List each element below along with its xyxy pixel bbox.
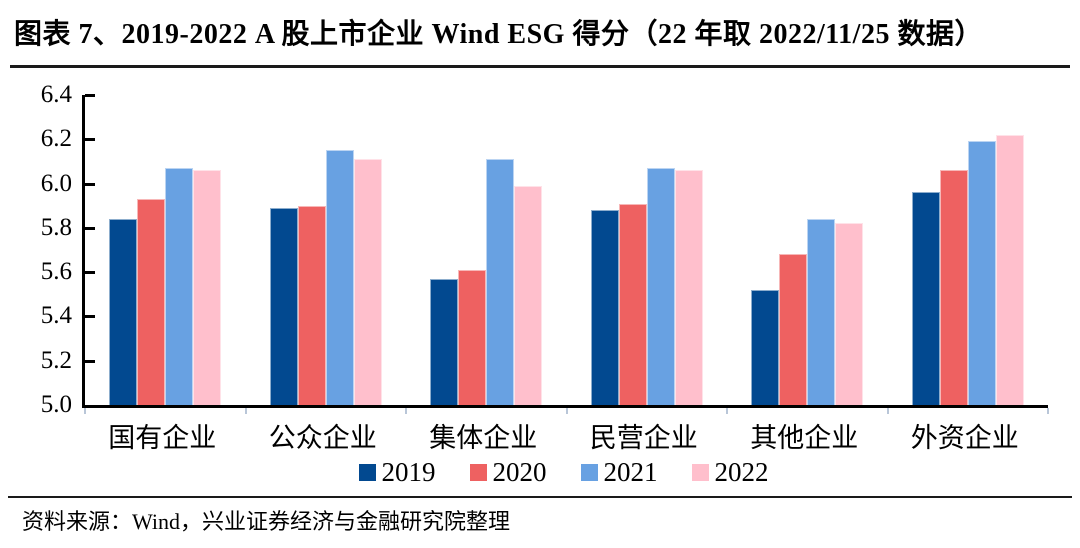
bar-2022-集体企业 <box>514 186 543 405</box>
source-text: 资料来源：Wind，兴业证券经济与金融研究院整理 <box>22 509 510 534</box>
bar-2020-民营企业 <box>618 204 647 405</box>
y-tick-label: 6.2 <box>40 125 72 153</box>
bar-2021-外资企业 <box>967 141 996 405</box>
bar-2021-国有企业 <box>165 168 194 405</box>
y-tick-label: 5.0 <box>40 391 72 418</box>
bar-2022-外资企业 <box>995 135 1024 405</box>
category-boundary-tick <box>84 408 86 414</box>
x-category-label: 外资企业 <box>910 423 1019 453</box>
legend-item-2021: 2021 <box>580 457 658 487</box>
category-boundary-tick <box>565 408 568 414</box>
bar-2021-其他企业 <box>807 219 836 405</box>
bar-2020-国有企业 <box>137 199 166 405</box>
bar-2020-外资企业 <box>939 170 968 405</box>
legend-item-2019: 2019 <box>358 457 436 487</box>
bar-2022-公众企业 <box>353 159 382 405</box>
y-axis-tick <box>85 359 95 363</box>
bar-2019-外资企业 <box>911 192 940 405</box>
legend-label: 2021 <box>603 457 658 487</box>
x-category-label: 其他企业 <box>750 423 859 453</box>
x-category-label: 公众企业 <box>268 423 377 453</box>
category-boundary-tick <box>405 408 407 414</box>
bar-2019-集体企业 <box>430 279 459 405</box>
bar-2019-公众企业 <box>269 208 298 405</box>
bar-2020-公众企业 <box>297 206 326 405</box>
legend-item-2020: 2020 <box>469 457 547 487</box>
bar-2020-集体企业 <box>458 270 487 405</box>
bar-2021-民营企业 <box>646 168 675 405</box>
y-tick-label: 6.0 <box>40 169 72 197</box>
legend-label: 2022 <box>714 457 769 487</box>
page-title: 图表 7、2019-2022 A 股上市企业 Wind ESG 得分（22 年取… <box>14 19 983 50</box>
legend-label: 2020 <box>492 457 547 487</box>
y-tick-label: 6.4 <box>40 81 72 108</box>
y-tick-label: 5.8 <box>40 213 72 241</box>
y-tick-label: 5.6 <box>40 258 72 286</box>
x-category-label: 集体企业 <box>429 423 538 453</box>
legend-label: 2019 <box>381 457 436 487</box>
chart-legend: 2019 2020 2021 2022 <box>82 456 1045 488</box>
bar-2021-公众企业 <box>325 150 354 405</box>
plot-area <box>82 94 1049 414</box>
x-category-label: 民营企业 <box>589 423 698 453</box>
bar-2022-国有企业 <box>193 170 222 405</box>
legend-swatch-2021 <box>580 463 598 481</box>
legend-swatch-2022 <box>691 463 709 481</box>
esg-bar-chart: 2019 2020 2021 2022 5.0 5.2 5.4 5.6 5.8 6.0 6.2 6.… <box>0 78 1080 487</box>
y-axis-tick <box>85 271 95 275</box>
y-axis-tick <box>85 315 95 319</box>
bar-2020-其他企业 <box>779 254 808 405</box>
x-category-label: 国有企业 <box>108 423 217 453</box>
category-boundary-tick <box>886 408 889 414</box>
legend-item-2022: 2022 <box>691 457 769 487</box>
y-tick-label: 5.4 <box>40 302 72 330</box>
y-axis-tick <box>85 226 95 230</box>
legend-swatch-2020 <box>469 463 487 481</box>
bar-2022-民营企业 <box>674 170 703 405</box>
bar-2022-其他企业 <box>835 223 864 405</box>
category-boundary-tick <box>726 408 728 414</box>
category-boundary-tick <box>1047 408 1049 414</box>
bar-2019-其他企业 <box>751 290 780 405</box>
title-divider <box>10 65 1070 68</box>
bar-2021-集体企业 <box>486 159 515 405</box>
y-tick-label: 5.2 <box>40 346 72 374</box>
category-boundary-tick <box>244 408 247 414</box>
bar-2019-民营企业 <box>590 210 619 405</box>
footer-divider <box>8 496 1072 498</box>
y-axis-tick <box>85 182 95 186</box>
y-axis-tick <box>85 138 95 142</box>
y-axis-tick <box>85 94 95 97</box>
bar-2019-国有企业 <box>109 219 138 405</box>
legend-swatch-2019 <box>358 463 376 481</box>
